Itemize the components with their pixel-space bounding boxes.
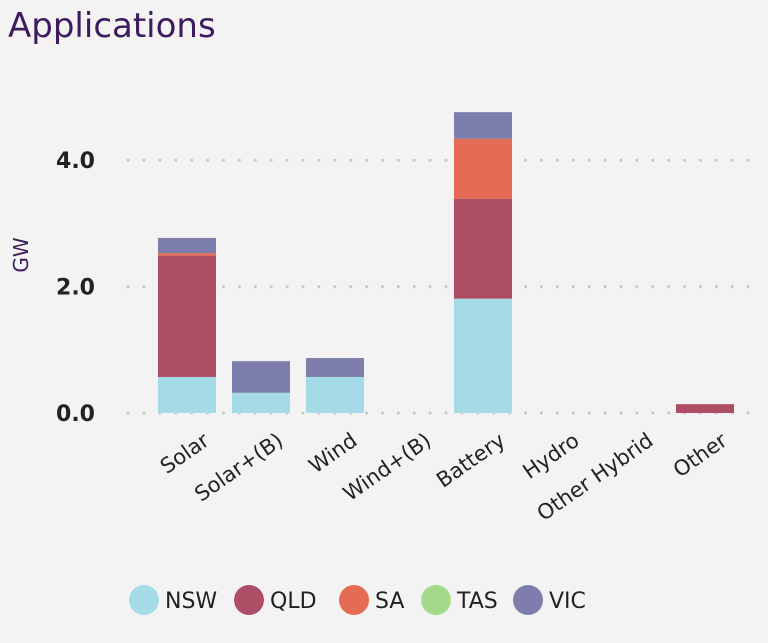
bar-segment-vic — [158, 237, 216, 254]
bar-segment-vic — [232, 361, 290, 393]
bar-segment-vic — [454, 112, 512, 139]
bar-segment-qld — [454, 198, 512, 299]
x-tick-label: Wind — [305, 428, 362, 478]
legend-marker-qld — [234, 585, 264, 615]
bar-segment-sa — [454, 138, 512, 199]
x-tick-label: Battery — [432, 428, 509, 492]
legend-label: VIC — [549, 589, 586, 614]
bar-segment-vic — [306, 358, 364, 377]
legend-label: NSW — [165, 589, 217, 614]
legend-marker-nsw — [129, 585, 159, 615]
x-tick-label: Other — [669, 428, 732, 482]
legend-label: SA — [375, 589, 404, 614]
y-tick-label: 4.0 — [56, 149, 95, 174]
y-tick-label: 0.0 — [56, 402, 95, 427]
bar-segment-nsw — [158, 376, 216, 413]
bar-segment-qld — [676, 404, 734, 413]
legend-label: TAS — [456, 589, 498, 614]
x-tick-label: Hydro — [518, 428, 583, 484]
chart-title: Applications — [8, 6, 216, 46]
bar-segment-sa — [158, 253, 216, 256]
y-axis-label: GW — [9, 237, 33, 272]
legend-marker-vic — [513, 585, 543, 615]
x-tick-label: Solar — [156, 428, 214, 479]
legend-marker-tas — [421, 585, 451, 615]
bar-segment-nsw — [306, 376, 364, 413]
bar-segment-nsw — [232, 392, 290, 413]
bar-segment-nsw — [454, 298, 512, 413]
y-tick-label: 2.0 — [56, 276, 95, 301]
bar-segment-qld — [158, 255, 216, 377]
legend-label: QLD — [270, 589, 317, 614]
legend-marker-sa — [339, 585, 369, 615]
